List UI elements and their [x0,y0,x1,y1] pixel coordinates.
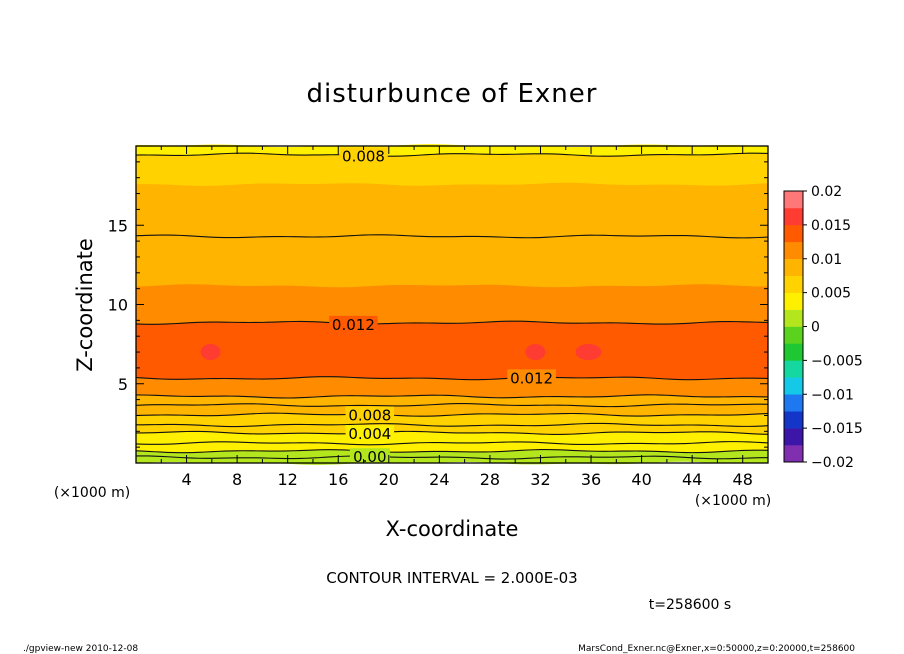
x-tick-label-44: 44 [682,470,702,489]
contour-label-bg-0 [349,448,390,464]
colorbar-cell-12 [784,241,803,260]
chart-title: disturbunce of Exner [307,79,598,109]
x-tick-label-28: 28 [480,470,500,489]
band-11 [135,234,769,288]
x-unit-left: (×1000 m) [54,485,130,501]
maximum-1 [525,344,546,361]
band-12 [135,182,769,239]
colorbar-label-4: 0 [811,320,820,336]
colorbar-cell-0 [784,445,803,463]
x-tick-label-24: 24 [429,470,449,489]
x-tick-label-40: 40 [631,470,651,489]
y-tick-labels: 5 10 15 [108,216,128,394]
contour-interval-text: CONTOUR INTERVAL = 2.000E-03 [326,569,577,587]
colorbar-cell-8 [784,309,803,327]
colorbar-label-7: −0.015 [811,421,863,437]
x-axis-label: X-coordinate [386,517,519,541]
y-axis-label: Z-coordinate [73,238,97,372]
contour-label-5: 0.008 [348,406,391,424]
colorbar-label-2: 0.01 [811,252,842,268]
x-tick-label-36: 36 [581,470,601,489]
colorbar-cell-10 [784,275,803,293]
contour-label-bg-8 [507,369,556,385]
contour-line-2 [135,441,769,446]
colorbar-label-6: −0.01 [811,387,854,403]
contour-label-bg-9 [329,315,378,331]
contour-line-3 [135,430,769,435]
band-10 [135,283,769,325]
contour-label-11: 0.008 [342,147,385,165]
x-tick-label-16: 16 [328,470,348,489]
colorbar-label-0: 0.02 [811,184,842,200]
contour-lines [135,152,769,460]
axis-ticks [135,145,769,464]
contour-label-bg-5 [345,406,395,422]
contour-line-9 [135,320,769,325]
maxima-blobs [200,344,602,361]
x-tick-label-20: 20 [379,470,399,489]
colorbar-cell-6 [784,343,803,361]
y-tick-label-10: 10 [108,296,128,315]
x-tick-labels: 4 8 12 16 20 24 28 32 36 40 44 48 [181,470,752,489]
contour-line-10 [135,234,769,239]
colorbar-cell-14 [784,207,803,226]
x-tick-label-48: 48 [733,470,753,489]
contour-line-0 [135,455,769,460]
colorbar-label-8: −0.02 [811,455,854,471]
colorbar-label-5: −0.005 [811,353,863,369]
colorbar-label-1: 0.015 [811,218,851,234]
colorbar-cell-15 [784,191,803,209]
maximum-0 [200,344,221,361]
y-tick-label-5: 5 [118,375,128,394]
x-tick-label-4: 4 [181,470,191,489]
contour-line-6 [135,403,769,408]
band-9 [135,320,769,380]
band-6 [135,403,769,417]
colorbar-cell-3 [784,394,803,412]
contour-line-8 [135,376,769,381]
colorbar-label-3: 0.005 [811,286,851,302]
contour-label-0: 0.00 [353,448,386,466]
footer-right: MarsCond_Exner.nc@Exner,x=0:50000,z=0:20… [578,644,855,654]
contour-line-1 [135,449,769,454]
colorbar-cell-2 [784,411,803,429]
colorbar-cell-7 [784,326,803,344]
contour-label-9: 0.012 [332,316,375,334]
x-unit-right: (×1000 m) [695,493,771,509]
colorbar-cell-5 [784,360,803,378]
y-tick-label-15: 15 [108,216,128,235]
colorbar-cell-4 [784,377,803,395]
contour-label-3: 0.004 [348,425,391,443]
contour-label-bg-3 [345,425,395,441]
x-tick-label-8: 8 [232,470,242,489]
time-text: t=258600 s [649,597,731,613]
contour-line-7 [135,394,769,399]
contour-label-bg-11 [339,147,388,163]
band-13 [135,152,769,186]
contour-label-8: 0.012 [510,369,553,387]
colorbar-cell-13 [784,224,803,243]
contour-line-4 [135,422,769,428]
footer-left: ./gpview-new 2010-12-08 [23,644,138,654]
x-tick-label-32: 32 [530,470,550,489]
color-bands [135,144,769,465]
colorbar-cell-1 [784,428,803,446]
contour-line-5 [135,412,769,417]
colorbar [783,190,807,463]
colorbar-labels: 0.02 0.015 0.01 0.005 0 −0.005 −0.01 −0.015 −0.0… [811,184,863,471]
colorbar-cell-9 [784,292,803,310]
contour-line-11 [135,152,769,157]
colorbar-cell-11 [784,258,803,276]
x-tick-label-12: 12 [278,470,298,489]
maximum-2 [575,344,602,361]
